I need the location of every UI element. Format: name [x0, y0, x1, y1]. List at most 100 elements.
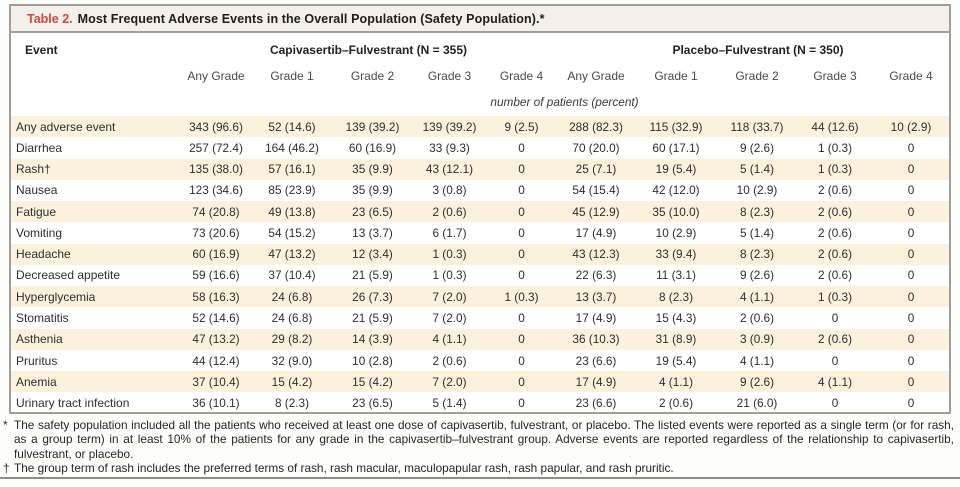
- value-cell: 2 (0.6): [817, 268, 853, 283]
- table-row: Anemia 37 (10.4) 15 (4.2) 15 (4.2) 7 (2.0) 0 1…: [11, 371, 949, 393]
- value-cell: 10 (2.9): [736, 183, 778, 198]
- value-cell: 5 (1.4): [432, 396, 467, 411]
- value-cell: 23 (6.6): [575, 396, 617, 411]
- grade-subheader-row: Any Grade Grade 1 Grade 2 Grade 3 Grade …: [11, 69, 949, 83]
- value-cell: 60 (17.1): [652, 140, 700, 155]
- value-cell: 2 (0.6): [739, 311, 775, 326]
- value-cell: 52 (14.6): [192, 311, 240, 326]
- value-cell: 44 (12.4): [192, 353, 240, 368]
- value-cell: 123 (34.6): [189, 183, 243, 198]
- value-cell: 43 (12.3): [572, 247, 620, 262]
- column-header-grade: Grade 1: [270, 69, 314, 83]
- value-cell: 0: [907, 247, 915, 262]
- value-cell: 60 (16.9): [348, 140, 397, 155]
- table-row: Vomiting 73 (20.6) 54 (15.2) 13 (3.7) 6 (1.7…: [11, 222, 949, 243]
- value-cell: 21 (6.0): [736, 396, 778, 411]
- event-cell: Headache: [16, 247, 71, 262]
- value-cell: 32 (9.0): [271, 353, 313, 368]
- value-cell: 4 (1.1): [739, 353, 775, 368]
- value-cell: 2 (0.6): [817, 183, 853, 198]
- value-cell: 4 (1.1): [739, 289, 775, 304]
- value-cell: 10 (2.8): [352, 353, 393, 368]
- value-cell: 52 (14.6): [268, 119, 316, 134]
- event-cell: Anemia: [16, 374, 57, 389]
- column-header-grade: Any Grade: [567, 69, 625, 83]
- footnote-safety-population: * The safety population included all the…: [3, 418, 954, 461]
- value-cell: 0: [518, 396, 525, 411]
- value-cell: 7 (2.0): [432, 374, 467, 389]
- value-cell: 36 (10.3): [572, 332, 620, 347]
- value-cell: 0: [518, 311, 525, 326]
- column-header-grade: Grade 3: [427, 69, 472, 83]
- table-row: Nausea 123 (34.6) 85 (23.9) 35 (9.9) 3 (0.8)…: [11, 180, 949, 201]
- value-cell: 57 (16.1): [268, 162, 316, 177]
- column-header-grade: Grade 4: [889, 69, 933, 83]
- value-cell: 0: [518, 353, 525, 368]
- event-cell: Rash†: [16, 162, 51, 177]
- value-cell: 54 (15.4): [572, 183, 620, 198]
- value-cell: 1 (0.3): [817, 289, 853, 304]
- table-row: Pruritus 44 (12.4) 32 (9.0) 10 (2.8) 2 (0.6)…: [11, 350, 949, 371]
- value-cell: 35 (10.0): [652, 204, 700, 219]
- table-title: Most Frequent Adverse Events in the Over…: [77, 11, 545, 26]
- value-cell: 135 (38.0): [189, 162, 243, 177]
- event-cell: Vomiting: [16, 225, 63, 240]
- event-cell: Stomatitis: [16, 311, 69, 326]
- value-cell: 25 (7.1): [575, 162, 617, 177]
- value-cell: 343 (96.6): [189, 119, 243, 134]
- value-cell: 54 (15.2): [268, 225, 316, 240]
- column-group-placebo: Placebo–Fulvestrant (N = 350): [672, 43, 844, 57]
- value-cell: 0: [907, 225, 915, 240]
- value-cell: 15 (4.2): [352, 374, 393, 389]
- table-row: Urinary tract infection 36 (10.1) 8 (2.3) 2…: [11, 392, 949, 413]
- column-header-grade: Grade 2: [350, 69, 395, 83]
- value-cell: 15 (4.2): [271, 374, 313, 389]
- event-cell: Pruritus: [16, 353, 58, 368]
- footnote-text: The group term of rash includes the pref…: [14, 461, 674, 476]
- value-cell: 9 (2.6): [739, 140, 775, 155]
- value-cell: 0: [907, 183, 915, 198]
- value-cell: 0: [518, 183, 525, 198]
- value-cell: 6 (1.7): [432, 225, 467, 240]
- value-cell: 21 (5.9): [352, 311, 393, 326]
- value-cell: 0: [907, 353, 915, 368]
- column-group-capivasertib: Capivasertib–Fulvestrant (N = 355): [269, 43, 468, 57]
- value-cell: 5 (1.4): [739, 162, 775, 177]
- value-cell: 2 (0.6): [658, 396, 694, 411]
- value-cell: 118 (33.7): [730, 119, 784, 134]
- value-cell: 0: [518, 140, 525, 155]
- value-cell: 85 (23.9): [268, 183, 316, 198]
- value-cell: 10 (2.9): [655, 225, 697, 240]
- value-cell: 139 (39.2): [422, 119, 477, 134]
- value-cell: 0: [907, 162, 915, 177]
- value-cell: 44 (12.6): [811, 119, 859, 134]
- event-cell: Urinary tract infection: [16, 396, 130, 411]
- value-cell: 0: [907, 204, 915, 219]
- value-cell: 0: [907, 396, 915, 411]
- value-cell: 2 (0.6): [432, 204, 467, 219]
- table-row: Rash† 135 (38.0) 57 (16.1) 35 (9.9) 43 (12.1…: [11, 158, 949, 180]
- value-cell: 17 (4.9): [575, 374, 617, 389]
- value-cell: 0: [907, 332, 915, 347]
- value-cell: 17 (4.9): [575, 311, 617, 326]
- value-cell: 9 (2.6): [739, 374, 775, 389]
- value-cell: 2 (0.6): [817, 247, 853, 262]
- value-cell: 1 (0.3): [817, 162, 853, 177]
- value-cell: 17 (4.9): [575, 225, 617, 240]
- value-cell: 1 (0.3): [817, 140, 853, 155]
- value-cell: 2 (0.6): [817, 204, 853, 219]
- value-cell: 47 (13.2): [192, 332, 240, 347]
- value-cell: 4 (1.1): [432, 332, 467, 347]
- table-row: Stomatitis 52 (14.6) 24 (6.8) 21 (5.9) 7 (2.…: [11, 307, 949, 328]
- footnote-text: The safety population included all the p…: [14, 418, 954, 461]
- value-cell: 23 (6.5): [352, 204, 393, 219]
- units-note: number of patients (percent): [490, 95, 639, 109]
- value-cell: 0: [518, 204, 525, 219]
- value-cell: 22 (6.3): [575, 268, 617, 283]
- value-cell: 115 (32.9): [649, 119, 703, 134]
- value-cell: 4 (1.1): [817, 374, 853, 389]
- value-cell: 2 (0.6): [432, 353, 467, 368]
- value-cell: 9 (2.5): [504, 119, 539, 134]
- value-cell: 8 (2.3): [274, 396, 310, 411]
- value-cell: 3 (0.8): [432, 183, 467, 198]
